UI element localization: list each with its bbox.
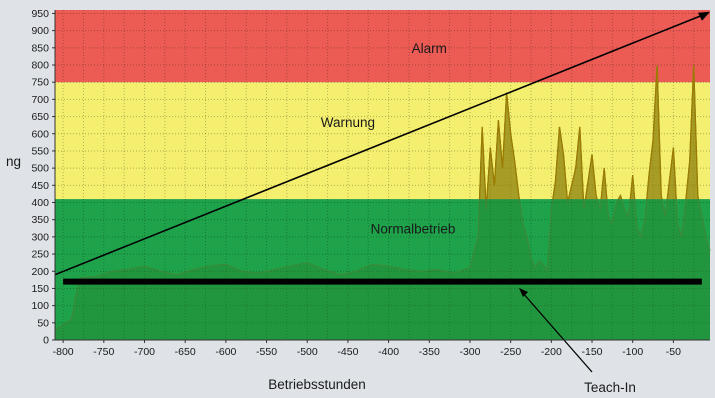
y-tick-label: 450 — [31, 180, 49, 192]
x-tick-label: -650 — [175, 346, 196, 358]
y-tick-label: 650 — [31, 111, 49, 123]
y-tick-label: 300 — [31, 231, 49, 243]
signal-area — [55, 65, 710, 340]
x-tick-label: -400 — [378, 346, 399, 358]
x-tick-label: -600 — [215, 346, 236, 358]
y-tick-label: 950 — [31, 8, 49, 20]
y-axis-title: ng — [6, 154, 21, 169]
x-tick-label: -550 — [256, 346, 277, 358]
x-axis-title: Betriebsstunden — [268, 377, 366, 392]
signal-layer — [54, 64, 711, 340]
axes-layer: 0 50 100 150 200 250 300 350 400 450 500 550 600 650 7… — [31, 8, 710, 358]
x-tick-label: -750 — [93, 346, 114, 358]
overlay-layer — [54, 11, 710, 373]
y-tick-label: 550 — [31, 145, 49, 157]
y-tick-label: 600 — [31, 128, 49, 140]
y-tick-label: 800 — [31, 60, 49, 72]
y-tick-label: 50 — [37, 317, 49, 329]
x-tick-label: -100 — [622, 346, 643, 358]
zones-layer — [55, 10, 710, 340]
zone-label-alarm: Alarm — [412, 41, 447, 56]
zone-alarm — [55, 10, 710, 83]
signal-area-warning — [479, 65, 699, 200]
x-tick-label: -250 — [500, 346, 521, 358]
x-tick-label: -800 — [53, 346, 74, 358]
y-tick-label: 200 — [31, 266, 49, 278]
x-tick-label: -300 — [459, 346, 480, 358]
x-tick-label: -700 — [134, 346, 155, 358]
zone-label-normalbetrieb: Normalbetrieb — [371, 221, 456, 236]
y-tick-label: 700 — [31, 94, 49, 106]
x-tick-label: -200 — [541, 346, 562, 358]
x-tick-label: -50 — [666, 346, 681, 358]
y-tick-label: 250 — [31, 249, 49, 261]
y-tick-label: 100 — [31, 300, 49, 312]
teach-in-label: Teach-In — [584, 380, 636, 395]
y-tick-label: 0 — [43, 335, 49, 347]
x-tick-label: -350 — [419, 346, 440, 358]
trend-arrowhead — [698, 11, 710, 21]
y-tick-label: 750 — [31, 77, 49, 89]
y-tick-label: 500 — [31, 163, 49, 175]
grid-layer — [55, 10, 710, 341]
signal-line-warning — [478, 64, 700, 200]
zone-label-warnung: Warnung — [321, 115, 375, 130]
x-tick-label: -500 — [297, 346, 318, 358]
zone-normalbetrieb — [55, 199, 710, 340]
x-tick-label: -150 — [582, 346, 603, 358]
zone-warnung — [55, 82, 710, 200]
x-tick-label: -450 — [337, 346, 358, 358]
y-tick-label: 400 — [31, 197, 49, 209]
y-tick-label: 150 — [31, 283, 49, 295]
teach-in-pointer-head — [519, 288, 528, 297]
trend-line — [54, 12, 707, 276]
teach-in-pointer — [521, 291, 593, 373]
labels-layer: Normalbetrieb Warnung Alarm Teach-In — [321, 41, 636, 395]
y-tick-label: 350 — [31, 214, 49, 226]
y-tick-label: 850 — [31, 42, 49, 54]
y-tick-label: 900 — [31, 25, 49, 37]
